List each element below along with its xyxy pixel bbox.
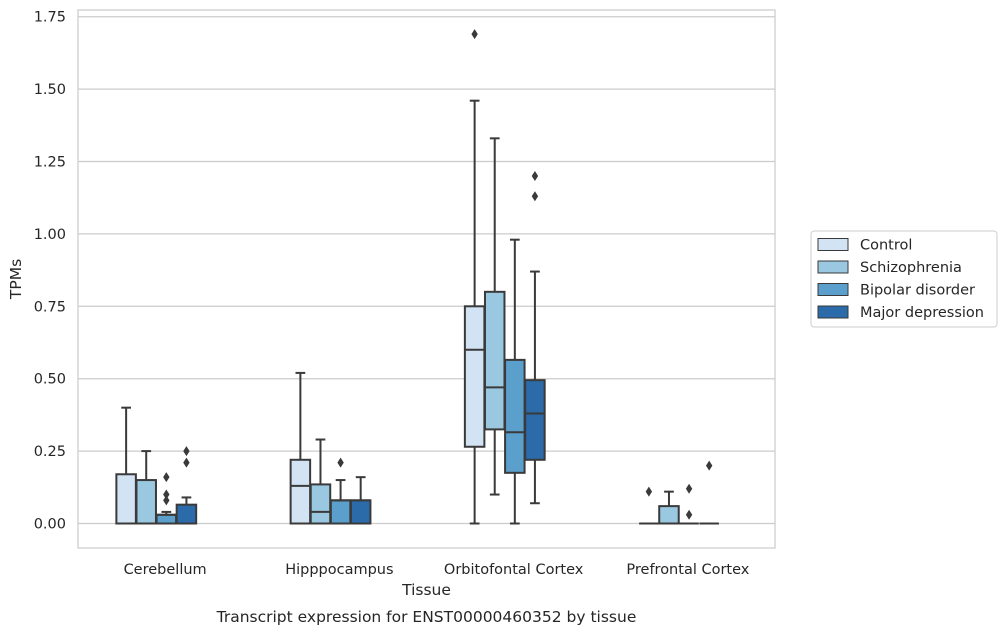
box-control [639, 486, 659, 525]
box-iqr [309, 483, 332, 525]
chart-caption: Transcript expression for ENST0000046035… [216, 608, 637, 626]
legend-swatch [817, 260, 849, 274]
x-tick-label: Cerebellum [124, 562, 207, 578]
outlier-point [685, 509, 693, 520]
legend-label: Schizophrenia [860, 260, 962, 276]
y-axis: 0.00 0.25 0.50 0.75 1.00 1.25 1.50 1.75 [34, 10, 66, 533]
x-tick-label: Prefrontal Cortex [626, 562, 749, 578]
grid-lines [78, 16, 775, 525]
x-tick-label: Hipppocampus [285, 562, 393, 578]
outlier-point [705, 460, 713, 471]
box-bipolar-disorder [504, 238, 526, 525]
outlier-point [163, 489, 170, 500]
box-control [115, 406, 137, 525]
box-iqr [349, 499, 372, 525]
y-tick-label: 1.75 [34, 10, 66, 26]
box-control [463, 29, 486, 525]
box-iqr [329, 499, 352, 525]
outlier-point [531, 170, 539, 181]
outlier-point [471, 29, 478, 40]
legend-swatch [817, 283, 849, 296]
box-major-depression [175, 446, 198, 525]
box-iqr [483, 290, 506, 431]
outlier-point [685, 483, 693, 494]
y-tick-label: 1.25 [34, 155, 66, 171]
box-bipolar-disorder [679, 483, 699, 525]
outlier-point [645, 486, 653, 497]
y-tick-label: 0.75 [34, 299, 66, 315]
box-major-depression [349, 476, 372, 525]
box-iqr [504, 358, 526, 474]
box-schizophrenia [309, 438, 332, 525]
box-schizophrenia [658, 490, 680, 525]
legend-swatch [817, 238, 849, 251]
y-tick-label: 0.25 [34, 444, 66, 460]
plot-frame [77, 9, 776, 549]
box-schizophrenia [483, 137, 506, 496]
x-tick-label: Orbitofontal Cortex [444, 562, 584, 578]
box-iqr [463, 305, 486, 448]
box-major-depression [524, 170, 546, 505]
y-tick-label: 1.00 [34, 227, 66, 243]
outlier-point [163, 472, 170, 483]
outlier-point [183, 457, 190, 468]
box-iqr [289, 458, 312, 525]
outlier-point [183, 446, 190, 457]
box-iqr [524, 379, 546, 461]
box-iqr [115, 473, 137, 525]
legend-label: Control [860, 238, 912, 254]
y-tick-label: 0.50 [34, 372, 66, 388]
box-iqr [658, 505, 680, 525]
box-iqr [155, 513, 178, 525]
box-bipolar-disorder [329, 457, 352, 525]
outlier-point [337, 457, 344, 468]
legend-swatch [817, 305, 849, 319]
box-schizophrenia [135, 450, 157, 525]
y-axis-title: TPMs [7, 259, 25, 300]
box-iqr [175, 503, 198, 525]
outlier-point [531, 191, 539, 202]
legend-label: Major depression [860, 305, 984, 321]
y-tick-label: 0.00 [34, 517, 66, 533]
box-major-depression [699, 460, 719, 525]
legend-frame [810, 230, 998, 328]
plot-area [115, 29, 719, 525]
box-control [289, 371, 312, 525]
x-axis-title: Tissue [401, 581, 451, 599]
legend-label: Bipolar disorder [860, 283, 975, 299]
legend: Control Schizophrenia Bipolar disorder Majo… [810, 230, 998, 328]
y-tick-label: 1.50 [34, 82, 66, 98]
box-iqr [135, 479, 157, 525]
outlier-point [163, 495, 170, 506]
box-bipolar-disorder [155, 472, 178, 525]
x-axis: Cerebellum Hipppocampus Orbitofontal Corte… [124, 562, 750, 578]
